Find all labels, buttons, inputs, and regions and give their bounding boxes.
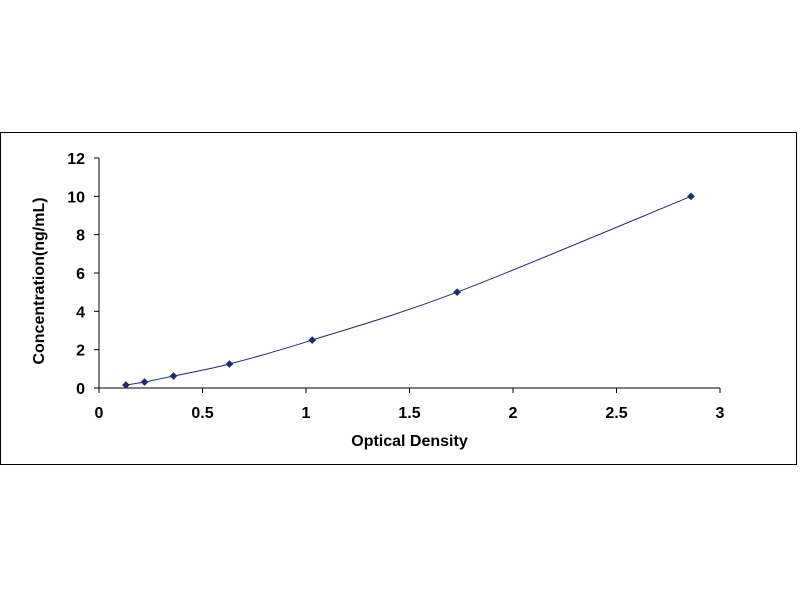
x-axis-title: Optical Density [351, 433, 468, 450]
data-point [140, 378, 149, 386]
data-point [121, 381, 130, 389]
x-tick-label: 1 [302, 405, 311, 422]
data-point [169, 372, 178, 380]
x-tick-label: 2.5 [605, 405, 627, 422]
x-tick-label: 1.5 [398, 405, 420, 422]
data-point [687, 192, 695, 201]
y-tick-label: 4 [76, 304, 85, 321]
x-tick-label: 0.5 [191, 405, 213, 422]
x-tick-label: 0 [95, 405, 104, 422]
x-axis-ticks: 0 0.5 1 1.5 2 2.5 3 [95, 388, 725, 422]
x-tick-label: 2 [509, 405, 518, 422]
data-point [453, 288, 462, 297]
y-axis-title: Concentration(ng/mL) [31, 197, 48, 364]
chart-frame [0, 132, 797, 465]
y-tick-label: 8 [76, 228, 85, 245]
data-points [121, 192, 695, 389]
data-point [225, 360, 234, 368]
y-tick-label: 12 [67, 151, 85, 168]
y-tick-label: 6 [76, 266, 85, 283]
y-axis-ticks: 0 2 4 6 8 10 12 [67, 151, 99, 398]
fit-curve [125, 195, 692, 386]
x-tick-label: 3 [716, 405, 725, 422]
y-tick-label: 0 [76, 381, 85, 398]
data-point [308, 336, 317, 345]
axes [98, 158, 720, 389]
y-tick-label: 2 [76, 343, 85, 360]
y-tick-label: 10 [67, 189, 85, 206]
